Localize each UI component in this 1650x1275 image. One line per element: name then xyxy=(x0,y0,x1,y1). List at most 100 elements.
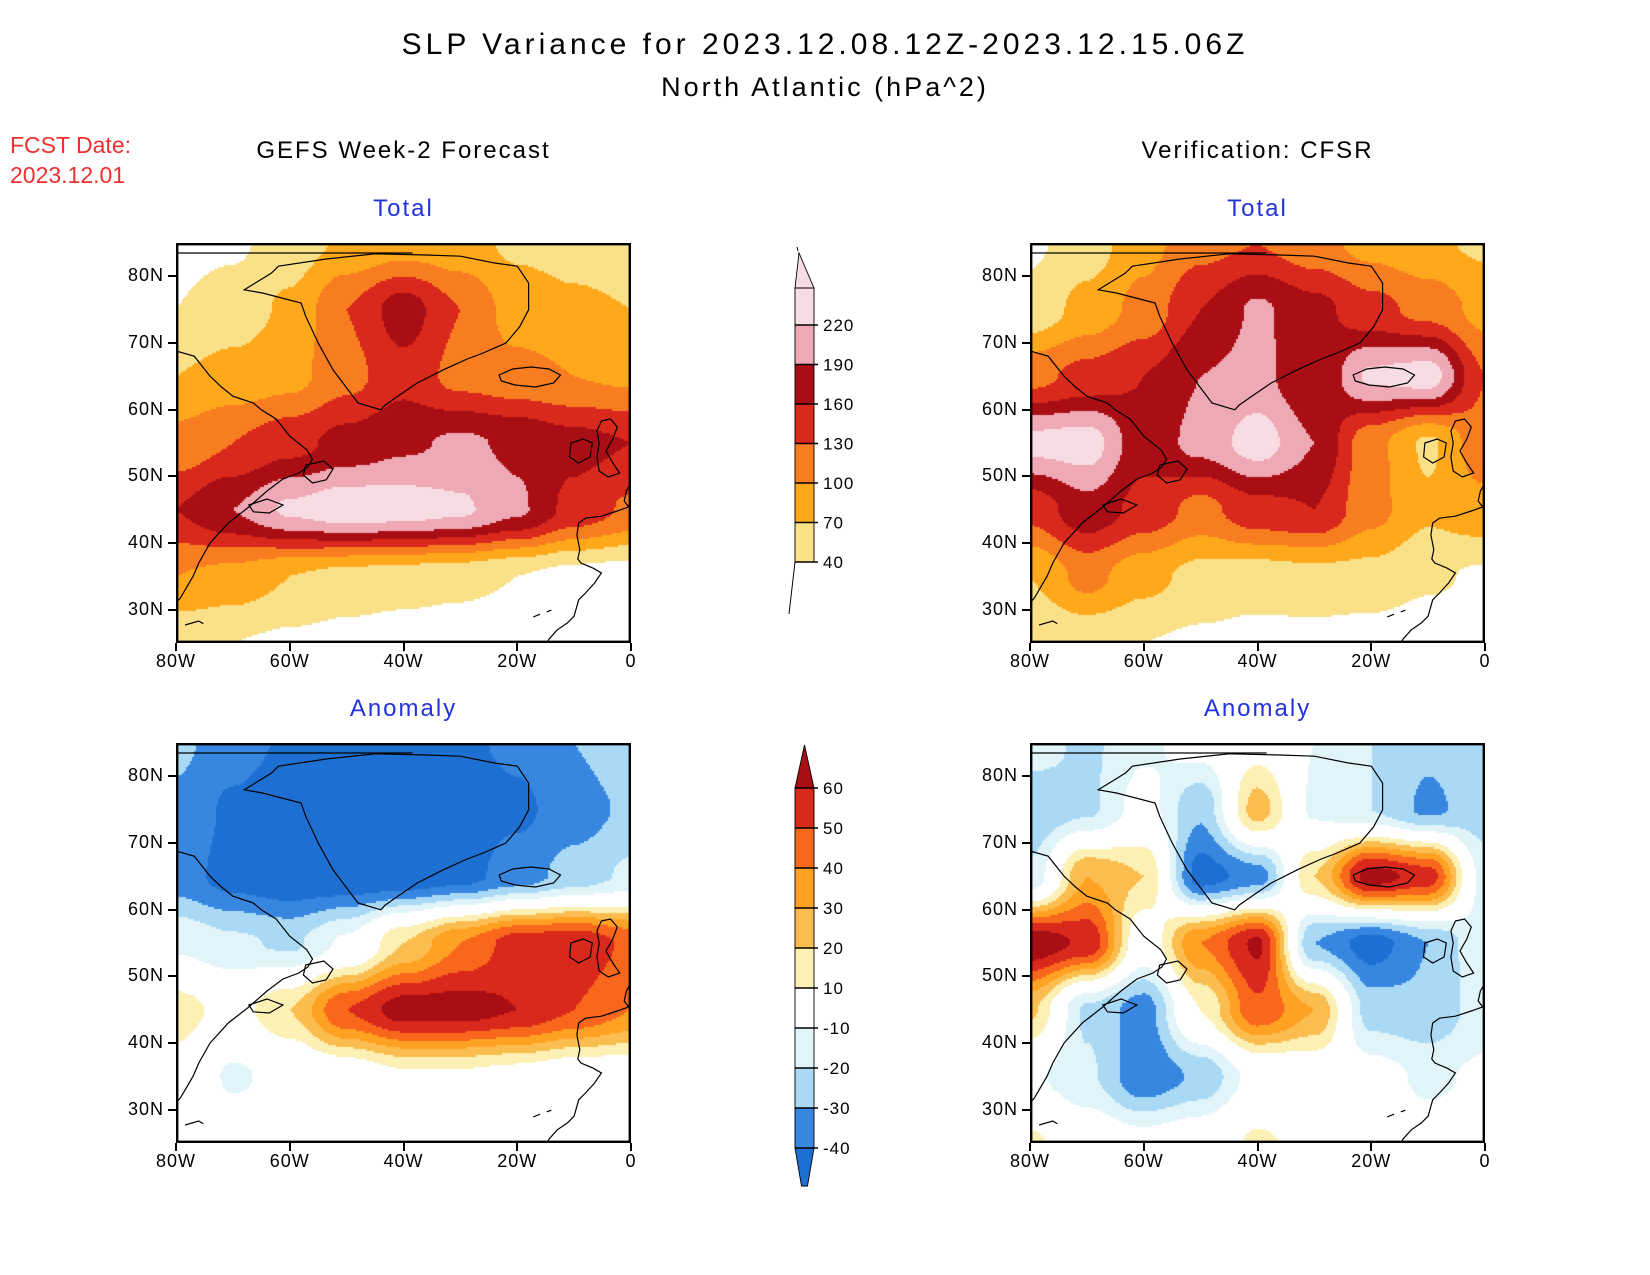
lon-tick-mark xyxy=(1142,643,1145,651)
svg-text:40: 40 xyxy=(823,859,844,878)
lon-tick-mark xyxy=(1484,1143,1486,1151)
forecast-date-block: FCST Date: 2023.12.01 xyxy=(10,130,131,190)
page-subtitle: North Atlantic (hPa^2) xyxy=(661,72,989,102)
svg-text:220: 220 xyxy=(823,316,854,335)
lat-tick-mark xyxy=(168,275,176,278)
lat-tick-mark xyxy=(168,842,176,844)
svg-text:-40: -40 xyxy=(823,1139,851,1158)
svg-text:70: 70 xyxy=(823,514,844,533)
panel-cfsr-anomaly: Anomaly 80N 70N 60N 50N 40N 30N 80W 60W 40W 20W 0 xyxy=(982,695,1490,1171)
lat-tick-label: 60N xyxy=(127,898,164,919)
lon-tick-mark xyxy=(1029,643,1031,651)
lon-tick-label: 80W xyxy=(155,651,196,671)
lon-tick-mark xyxy=(175,643,177,651)
lat-tick-label: 50N xyxy=(981,965,1018,986)
lon-tick-mark xyxy=(1142,1143,1145,1151)
lon-tick-mark xyxy=(402,643,405,651)
lon-tick-mark xyxy=(1029,1143,1031,1151)
lon-tick-label: 0 xyxy=(625,651,637,671)
lon-tick-mark xyxy=(288,643,291,651)
lat-tick-label: 70N xyxy=(981,332,1018,352)
lon-tick-mark xyxy=(1370,1143,1373,1151)
lon-tick-label: 60W xyxy=(1123,1151,1164,1171)
lon-tick-label: 80W xyxy=(1009,651,1050,671)
svg-text:20: 20 xyxy=(823,939,844,958)
map-canvas-gefs-anomaly xyxy=(176,743,631,1143)
lon-tick-label: 0 xyxy=(1479,651,1491,671)
lat-tick-label: 30N xyxy=(127,598,164,619)
lat-tick-label: 50N xyxy=(127,965,164,986)
lon-tick-label: 20W xyxy=(497,651,538,671)
panel-cfsr-total: Total 80N 70N 60N 50N 40N 30N 80W 60W 40W 20W 0 xyxy=(982,195,1490,671)
svg-text:50: 50 xyxy=(823,819,844,838)
lat-tick-label: 50N xyxy=(127,465,164,486)
lat-tick-label: 60N xyxy=(981,398,1018,419)
lat-tick-label: 40N xyxy=(981,1032,1018,1052)
lon-tick-mark xyxy=(288,1143,291,1151)
lat-tick-label: 80N xyxy=(981,265,1018,286)
lat-tick-mark xyxy=(1022,608,1030,611)
lon-tick-mark xyxy=(1484,643,1486,651)
lat-tick-label: 60N xyxy=(981,898,1018,919)
panel-title-gefs-total: Total xyxy=(373,195,434,222)
lat-tick-mark xyxy=(1022,975,1030,978)
panel-title-cfsr-anomaly: Anomaly xyxy=(1203,695,1312,722)
svg-text:130: 130 xyxy=(823,435,854,454)
panel-title-cfsr-total: Total xyxy=(1227,195,1288,222)
lat-tick-label: 40N xyxy=(981,532,1018,552)
lat-tick-mark xyxy=(1022,342,1030,344)
lat-tick-mark xyxy=(168,1108,176,1111)
colorbar-total: 220 190 160 130 100 70 40 xyxy=(788,246,854,615)
lat-tick-mark xyxy=(1022,775,1030,778)
map-canvas-cfsr-anomaly xyxy=(1030,743,1485,1143)
lon-tick-mark xyxy=(516,643,519,651)
lat-tick-label: 70N xyxy=(127,832,164,852)
map-canvas-cfsr-total xyxy=(1030,243,1485,643)
lat-tick-label: 70N xyxy=(981,832,1018,852)
lon-tick-mark xyxy=(402,1143,405,1151)
svg-text:-10: -10 xyxy=(823,1019,851,1038)
svg-text:30: 30 xyxy=(823,899,844,918)
lat-tick-mark xyxy=(1022,842,1030,844)
svg-text:190: 190 xyxy=(823,356,854,375)
lon-tick-label: 40W xyxy=(1237,1151,1278,1171)
lat-tick-mark xyxy=(1022,908,1030,911)
lon-tick-mark xyxy=(516,1143,519,1151)
lat-tick-mark xyxy=(168,1042,176,1044)
panel-gefs-anomaly: Anomaly 80N 70N 60N 50N 40N 30N 80W 60W 40W 20W 0 xyxy=(128,695,636,1171)
lon-tick-label: 0 xyxy=(1479,1151,1491,1171)
lat-tick-label: 30N xyxy=(127,1098,164,1119)
lon-tick-label: 0 xyxy=(625,1151,637,1171)
lon-tick-label: 80W xyxy=(155,1151,196,1171)
lon-tick-label: 20W xyxy=(497,1151,538,1171)
lat-tick-label: 40N xyxy=(127,1032,164,1052)
forecast-date-value: 2023.12.01 xyxy=(10,162,126,188)
lon-tick-mark xyxy=(630,1143,632,1151)
lon-tick-label: 80W xyxy=(1009,1151,1050,1171)
svg-text:100: 100 xyxy=(823,474,854,493)
lon-tick-label: 20W xyxy=(1351,1151,1392,1171)
lat-tick-mark xyxy=(168,342,176,344)
lat-tick-mark xyxy=(168,475,176,478)
forecast-date-label: FCST Date: xyxy=(10,132,131,158)
lat-tick-label: 50N xyxy=(981,465,1018,486)
lon-tick-label: 60W xyxy=(1123,651,1164,671)
svg-text:60: 60 xyxy=(823,779,844,798)
lon-tick-label: 60W xyxy=(269,1151,310,1171)
column-header-forecast: GEFS Week-2 Forecast xyxy=(256,137,551,164)
lat-tick-label: 60N xyxy=(127,398,164,419)
lat-tick-mark xyxy=(168,608,176,611)
lat-tick-label: 70N xyxy=(127,332,164,352)
lon-tick-mark xyxy=(175,1143,177,1151)
svg-text:10: 10 xyxy=(823,979,844,998)
lon-tick-label: 40W xyxy=(1237,651,1278,671)
lon-tick-mark xyxy=(1256,1143,1259,1151)
lon-tick-label: 40W xyxy=(383,1151,424,1171)
svg-text:40: 40 xyxy=(823,553,844,572)
page-title: SLP Variance for 2023.12.08.12Z-2023.12.… xyxy=(401,28,1249,61)
lon-tick-mark xyxy=(630,643,632,651)
lat-tick-mark xyxy=(168,542,176,544)
lat-tick-label: 80N xyxy=(127,765,164,786)
panel-gefs-total: Total 80N 70N 60N 50N 40N 30N 80W 60W 40W 20W 0 xyxy=(128,195,636,671)
lat-tick-label: 30N xyxy=(981,1098,1018,1119)
